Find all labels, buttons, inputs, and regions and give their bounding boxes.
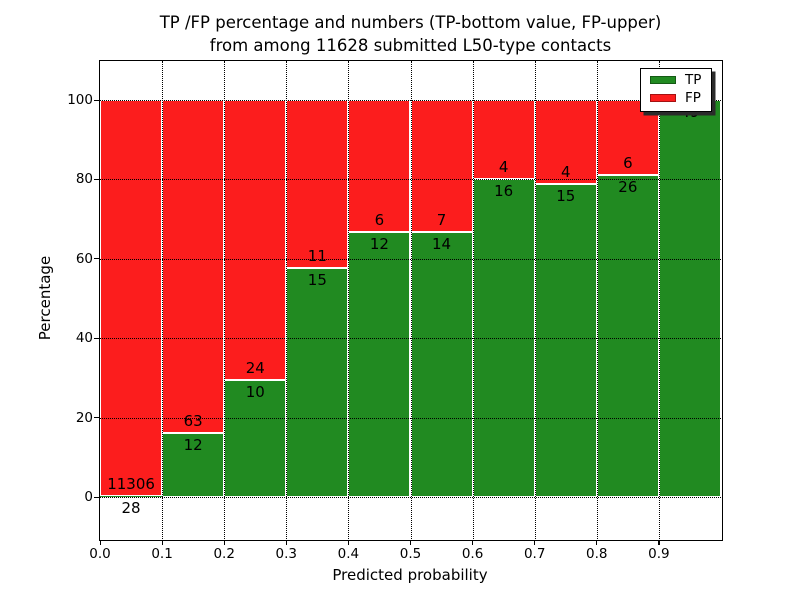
tp-bar-segment — [410, 232, 473, 497]
y-tick-mark — [94, 417, 99, 419]
tp-bar-segment — [534, 183, 597, 497]
x-tick-mark — [596, 540, 598, 545]
y-tick-mark — [94, 337, 99, 339]
x-tick-mark — [99, 540, 101, 545]
y-tick-label: 100 — [67, 92, 93, 108]
x-tick-label: 0.5 — [399, 546, 422, 562]
legend-item-tp: TP — [650, 71, 711, 88]
tp-count-label: 15 — [556, 186, 576, 205]
x-tick-label: 0.0 — [89, 546, 111, 562]
y-axis-label: Percentage — [36, 255, 54, 341]
fp-count-label: 7 — [436, 211, 447, 230]
y-tick-mark — [94, 99, 99, 101]
fp-legend-label: FP — [685, 89, 701, 106]
tp-bar-segment — [100, 496, 163, 497]
x-tick-mark — [472, 540, 474, 545]
horizontal-gridline — [100, 417, 721, 419]
x-tick-label: 0.8 — [586, 546, 608, 562]
vertical-gridline — [162, 61, 164, 539]
tp-bar-segment — [658, 100, 721, 497]
x-tick-mark — [223, 540, 225, 545]
tp-count-label: 10 — [245, 383, 265, 402]
y-tick-mark — [94, 178, 99, 181]
x-tick-mark — [410, 540, 412, 545]
horizontal-gridline — [100, 100, 721, 101]
fp-count-label: 11306 — [107, 475, 155, 494]
tp-bar-segment — [286, 267, 349, 497]
chart-title: TP /FP percentage and numbers (TP-bottom… — [100, 11, 721, 57]
fp-bar-segment — [596, 100, 659, 175]
x-tick-label: 0.4 — [337, 546, 360, 562]
tp-bar-segment — [348, 232, 411, 497]
fp-count-label: 4 — [560, 162, 571, 181]
y-tick-mark — [94, 258, 99, 260]
horizontal-gridline — [100, 179, 721, 181]
fp-bar-segment — [472, 100, 535, 180]
x-tick-label: 0.9 — [648, 546, 670, 562]
fp-count-label: 24 — [245, 359, 265, 378]
x-tick-mark — [658, 540, 660, 545]
legend-item-fp: FP — [650, 89, 711, 106]
vertical-gridline — [658, 61, 660, 539]
horizontal-gridline — [100, 338, 721, 340]
vertical-gridline — [596, 61, 598, 539]
vertical-gridline — [472, 61, 474, 539]
tp-bar-segment — [162, 433, 225, 497]
tp-count-label: 28 — [121, 499, 141, 518]
vertical-gridline — [224, 61, 226, 539]
tp-count-label: 26 — [618, 177, 638, 196]
x-axis-label: Predicted probability — [332, 566, 488, 584]
vertical-gridline — [348, 61, 350, 539]
fp-count-label: 4 — [498, 158, 509, 177]
x-tick-label: 0.6 — [461, 546, 484, 562]
fp-bar-segment — [348, 100, 411, 233]
x-tick-label: 0.1 — [151, 546, 173, 562]
chart-title-line1: TP /FP percentage and numbers (TP-bottom… — [159, 13, 662, 32]
fp-bar-segment — [100, 100, 163, 497]
tp-count-label: 14 — [432, 235, 452, 254]
tp-count-label: 16 — [494, 182, 514, 201]
x-tick-label: 0.3 — [275, 546, 298, 562]
tp-count-label: 12 — [369, 235, 389, 254]
vertical-gridline — [534, 61, 536, 539]
y-tick-label: 60 — [75, 250, 93, 267]
fp-bar-segment — [162, 100, 225, 434]
fp-count-label: 6 — [374, 211, 385, 230]
vertical-gridline — [286, 61, 288, 539]
fp-count-label: 6 — [623, 153, 633, 172]
fp-bar-segment — [224, 100, 287, 381]
y-tick-mark — [94, 496, 99, 498]
fp-bar-segment — [286, 100, 349, 268]
x-tick-mark — [161, 540, 163, 545]
x-tick-mark — [347, 540, 350, 545]
y-tick-label: 40 — [75, 330, 93, 347]
legend: TP FP — [640, 68, 712, 112]
fp-count-label: 11 — [307, 246, 327, 265]
y-tick-label: 20 — [75, 409, 93, 426]
tp-legend-label: TP — [685, 71, 702, 88]
tp-bar-segment — [596, 174, 659, 497]
x-tick-mark — [285, 540, 287, 545]
vertical-gridline — [410, 61, 412, 539]
x-tick-mark — [534, 540, 536, 545]
tp-count-label: 15 — [307, 270, 327, 289]
fp-bar-segment — [534, 100, 597, 184]
horizontal-gridline — [100, 497, 721, 498]
fp-count-label: 63 — [183, 412, 203, 431]
y-tick-label: 80 — [75, 171, 93, 188]
fp-legend-swatch-icon — [650, 94, 676, 102]
horizontal-gridline — [100, 258, 721, 260]
y-tick-label: 0 — [84, 489, 93, 505]
chart-title-line2: from among 11628 submitted L50-type cont… — [209, 36, 612, 55]
x-tick-label: 0.7 — [523, 546, 546, 562]
tp-legend-swatch-icon — [650, 76, 676, 84]
x-tick-label: 0.2 — [213, 546, 235, 562]
tp-count-label: 12 — [183, 436, 203, 455]
